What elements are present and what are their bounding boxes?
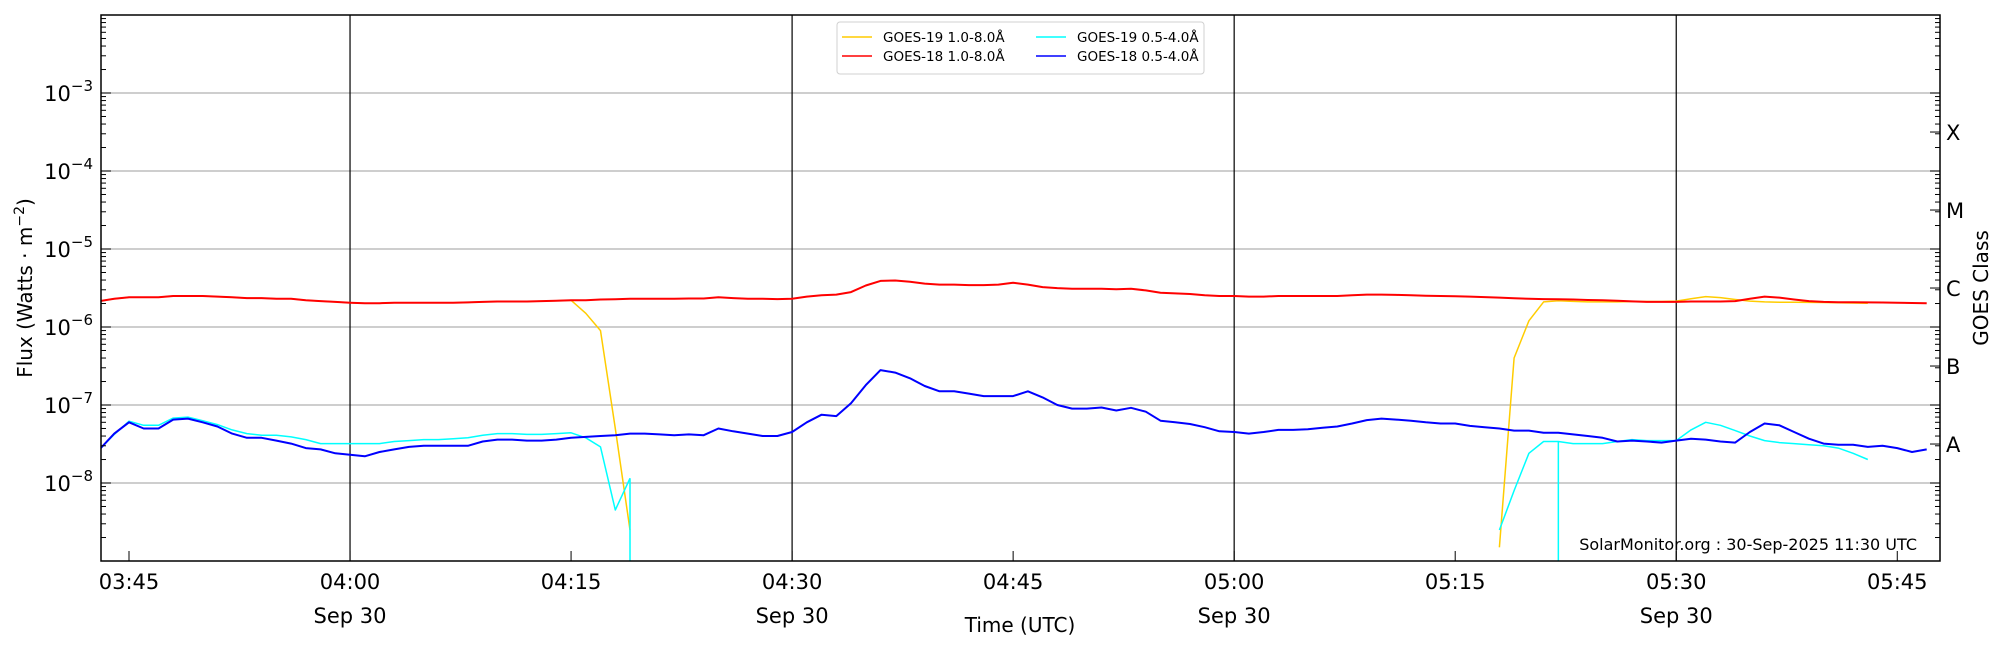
- y-axis-label: Flux (Watts · m−2): [12, 198, 37, 378]
- y-tick-label: 10−5: [44, 233, 93, 262]
- series-line-3: [101, 369, 1927, 458]
- y-tick-label: 10−6: [44, 311, 93, 340]
- goes-class-label: B: [1946, 355, 1960, 379]
- x-tick-date-label: Sep 30: [1640, 604, 1713, 628]
- legend-entry-label: GOES-19 1.0-8.0Å: [883, 29, 1005, 46]
- legend-entry-label: GOES-18 1.0-8.0Å: [883, 48, 1005, 65]
- y-tick-base: 10: [44, 160, 71, 184]
- x-tick-label: 04:30: [762, 570, 823, 594]
- y-tick-exponent: −3: [71, 77, 93, 95]
- y-tick-label: 10−3: [44, 77, 93, 106]
- y-tick-label: 10−7: [44, 389, 93, 418]
- plot-frame: [100, 14, 1941, 562]
- grid: [101, 92, 1940, 484]
- series-line-2: [101, 416, 1869, 531]
- y-axis-label-text: Flux (Watts · m: [13, 227, 37, 378]
- x-tick-label: 05:15: [1425, 570, 1486, 594]
- y-tick-exponent: −8: [71, 467, 93, 485]
- goes-class-label: X: [1946, 121, 1960, 145]
- x-tick-date-label: Sep 30: [756, 604, 829, 628]
- series-line-1: [101, 279, 1927, 305]
- y-axis-label-exponent: −2: [12, 206, 28, 227]
- goes-class-label: M: [1946, 199, 1964, 223]
- y-tick-base: 10: [44, 316, 71, 340]
- y-tick-base: 10: [44, 82, 71, 106]
- legend-entry-label: GOES-18 0.5-4.0Å: [1077, 48, 1199, 65]
- legend-entry-label: GOES-19 0.5-4.0Å: [1077, 29, 1199, 46]
- legend-box: [836, 21, 1205, 75]
- plot-area: [101, 279, 1927, 561]
- y-tick-exponent: −4: [71, 155, 93, 173]
- y-tick-label: 10−4: [44, 155, 93, 184]
- x-tick-label: 04:45: [983, 570, 1044, 594]
- y-tick-base: 10: [44, 238, 71, 262]
- goes-class-label: A: [1946, 433, 1961, 457]
- x-axis-label: Time (UTC): [964, 613, 1076, 637]
- x-tick-label: 03:45: [99, 570, 160, 594]
- y-tick-exponent: −6: [71, 311, 93, 329]
- y-tick-exponent: −5: [71, 233, 93, 251]
- x-tick-label: 04:00: [320, 570, 381, 594]
- goes-class-label: C: [1946, 277, 1961, 301]
- y-tick-base: 10: [44, 472, 71, 496]
- right-axis-label: GOES Class: [1969, 230, 1993, 346]
- y-tick-base: 10: [44, 394, 71, 418]
- y-axis-label-close: ): [13, 198, 37, 206]
- day-markers: [349, 15, 1677, 561]
- series-line-0: [101, 295, 1868, 548]
- x-tick-date-label: Sep 30: [314, 604, 387, 628]
- x-tick-label: 05:00: [1204, 570, 1265, 594]
- y-tick-label: 10−8: [44, 467, 93, 496]
- legend: GOES-19 1.0-8.0Å GOES-18 1.0-8.0Å GOES-19 …: [836, 21, 1205, 75]
- x-tick-label: 04:15: [541, 570, 602, 594]
- x-tick-label: 05:30: [1646, 570, 1707, 594]
- x-tick-date-label: Sep 30: [1198, 604, 1271, 628]
- y-tick-exponent: −7: [71, 389, 93, 407]
- watermark-annotation: SolarMonitor.org : 30-Sep-2025 11:30 UTC: [1579, 535, 1917, 554]
- x-tick-label: 05:45: [1867, 570, 1928, 594]
